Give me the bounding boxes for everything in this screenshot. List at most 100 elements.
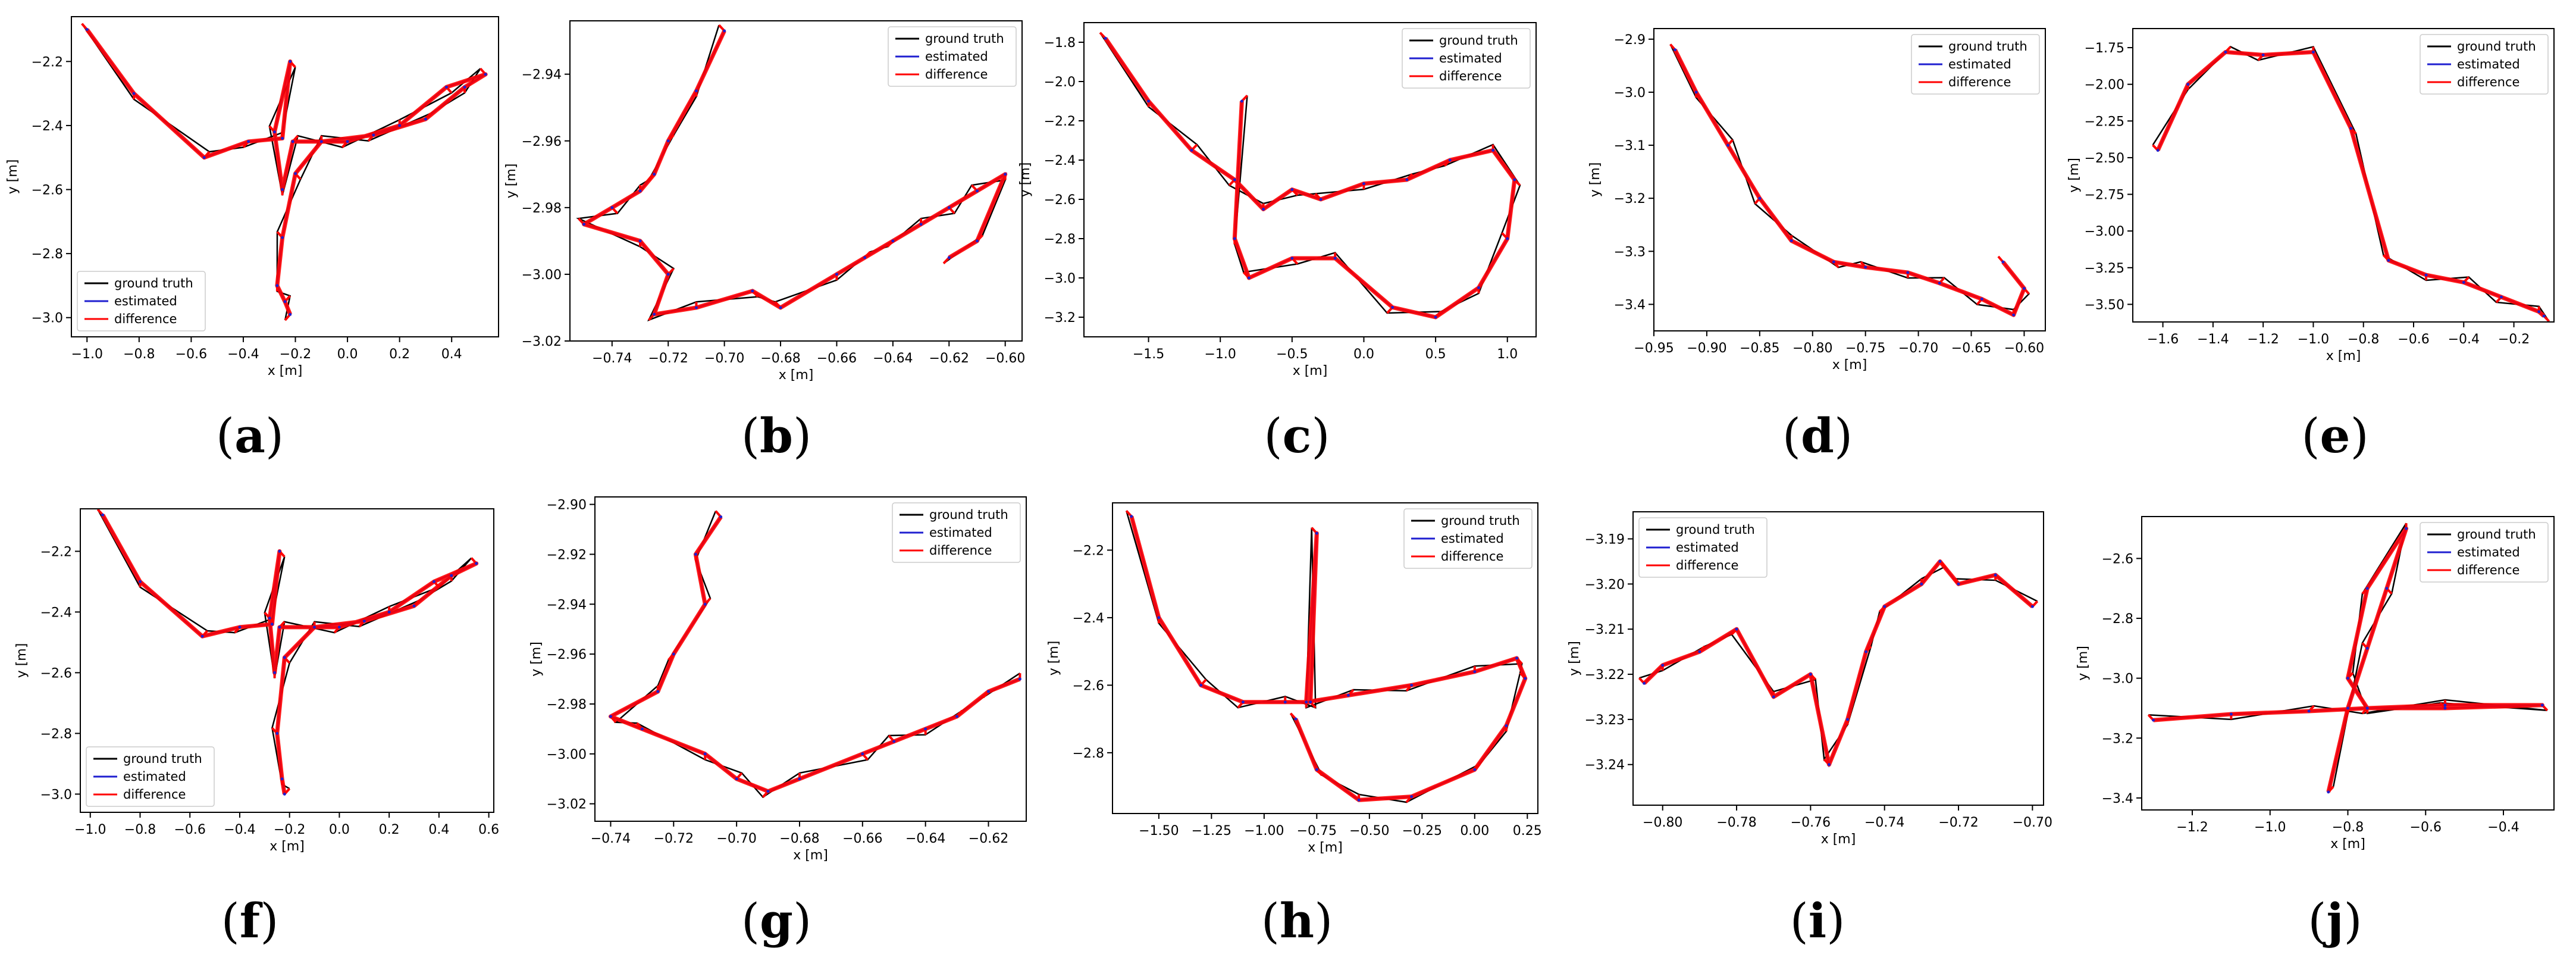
data-point xyxy=(1319,198,1323,201)
data-point xyxy=(891,239,895,243)
y-tick-label: −3.0 xyxy=(40,787,72,802)
x-tick-label: −0.25 xyxy=(1402,824,1442,839)
data-point xyxy=(1790,239,1793,242)
x-tick-label: −1.2 xyxy=(2176,820,2208,835)
difference-line xyxy=(2155,49,2546,318)
y-tick-label: −2.6 xyxy=(40,666,72,681)
x-tick-label: −0.6 xyxy=(176,347,207,362)
data-point xyxy=(1524,677,1527,680)
caption-open-paren: ( xyxy=(1790,893,1809,949)
chart-svg-h: −1.50 −1.25 −1.00 −0.75 −0.50 −0.25 0.00 0.25 −2… xyxy=(1046,502,1542,855)
data-point xyxy=(2307,709,2311,713)
x-tick-label: −1.6 xyxy=(2147,332,2179,347)
x-tick-label: −0.70 xyxy=(2013,815,2052,830)
panel-caption-j: (j) xyxy=(2246,893,2424,949)
legend-box xyxy=(1911,34,2040,95)
y-tick-label: −2.4 xyxy=(1044,154,1076,168)
y-tick-label: −2.94 xyxy=(522,68,562,83)
data-point xyxy=(138,580,142,583)
caption-open-paren: ( xyxy=(215,408,235,464)
x-tick-label: −0.75 xyxy=(1297,824,1337,839)
y-tick-label: −3.00 xyxy=(2085,224,2124,239)
x-tick-label: 0.6 xyxy=(478,822,499,837)
data-point xyxy=(2030,605,2034,608)
x-tick-label: −0.2 xyxy=(2498,332,2530,347)
data-point xyxy=(280,777,284,781)
trajectory-group-c xyxy=(1099,32,1521,320)
y-tick-label: −3.22 xyxy=(1585,668,1625,683)
data-point xyxy=(694,89,698,93)
chart-panel-j: −1.2 −1.0 −0.8 −0.6 −0.4 −2.6 −2.8 −3.0 −3.2 −3.4… xyxy=(2076,516,2555,852)
data-point xyxy=(751,289,754,293)
x-tick-label: −0.75 xyxy=(1845,341,1885,356)
legend-label: difference xyxy=(123,787,186,802)
y-tick-label: −2.8 xyxy=(32,247,63,262)
x-tick-label: −0.8 xyxy=(123,347,155,362)
y-tick-label: −2.92 xyxy=(547,547,587,562)
x-tick-label: −0.78 xyxy=(1716,815,1756,830)
data-point xyxy=(1864,265,1867,269)
data-point xyxy=(1157,616,1161,620)
data-point xyxy=(1434,315,1437,319)
x-axis-label: x [m] xyxy=(1821,832,1856,847)
x-tick-label: −0.8 xyxy=(124,822,156,837)
x-tick-label: −0.76 xyxy=(1791,815,1831,830)
data-point xyxy=(2156,149,2160,152)
legend-label: estimated xyxy=(1948,57,2011,71)
panel-caption-i: (i) xyxy=(1728,893,1907,949)
caption-close-paren: ) xyxy=(260,893,279,949)
data-point xyxy=(132,92,136,95)
data-point xyxy=(1772,695,1775,699)
data-point xyxy=(924,727,927,731)
chart-svg-d: −0.95 −0.90 −0.85 −0.80 −0.75 −0.70 −0.65 −0.60… xyxy=(1588,28,2046,373)
data-point xyxy=(1247,276,1251,280)
x-tick-label: −0.72 xyxy=(1938,815,1978,830)
data-point xyxy=(2229,712,2233,716)
data-point xyxy=(2365,587,2369,590)
plot-frame xyxy=(1632,511,2044,806)
x-axis-label: x [m] xyxy=(2326,349,2361,364)
difference-line xyxy=(582,30,1008,317)
data-point xyxy=(275,284,279,287)
data-point xyxy=(2311,50,2315,54)
caption-letter: e xyxy=(2320,408,2351,464)
data-point xyxy=(289,60,292,63)
data-point xyxy=(1290,188,1294,191)
data-point xyxy=(703,602,707,606)
data-point xyxy=(1906,271,1910,274)
y-axis-label: y [m] xyxy=(1046,641,1061,676)
y-tick-label: −3.24 xyxy=(1585,758,1625,773)
data-point xyxy=(2022,287,2026,290)
data-point xyxy=(1694,90,1698,94)
data-point xyxy=(1735,627,1738,631)
data-point xyxy=(2012,313,2016,317)
x-tick-label: −0.95 xyxy=(1634,341,1674,356)
data-point xyxy=(1473,670,1477,674)
x-axis-label: x [m] xyxy=(793,848,828,863)
caption-letter: j xyxy=(2326,893,2344,949)
data-point xyxy=(1957,582,1960,586)
data-point xyxy=(484,73,487,76)
chart-svg-b: −0.74 −0.72 −0.70 −0.68 −0.66 −0.64 −0.62 −0.60… xyxy=(504,20,1025,383)
panel-caption-d: (d) xyxy=(1728,408,1907,464)
data-point xyxy=(2462,280,2465,284)
data-point xyxy=(1357,798,1361,802)
x-tick-label: 0.25 xyxy=(1513,824,1542,839)
panel-caption-b: (b) xyxy=(687,408,866,464)
data-point xyxy=(1491,149,1495,152)
data-point xyxy=(1883,605,1886,608)
data-point xyxy=(1410,683,1414,687)
legend: ground truth estimated difference xyxy=(2420,522,2549,583)
data-point xyxy=(1147,99,1151,103)
data-point xyxy=(272,130,276,134)
data-point xyxy=(2387,258,2390,262)
y-tick-label: −3.25 xyxy=(2085,261,2124,276)
x-tick-label: −0.70 xyxy=(716,831,756,846)
data-point xyxy=(294,172,297,176)
x-tick-label: −0.60 xyxy=(2004,341,2044,356)
data-point xyxy=(238,625,242,629)
data-point xyxy=(2500,295,2503,299)
data-point xyxy=(653,312,656,316)
x-tick-label: −1.5 xyxy=(1133,347,1164,362)
